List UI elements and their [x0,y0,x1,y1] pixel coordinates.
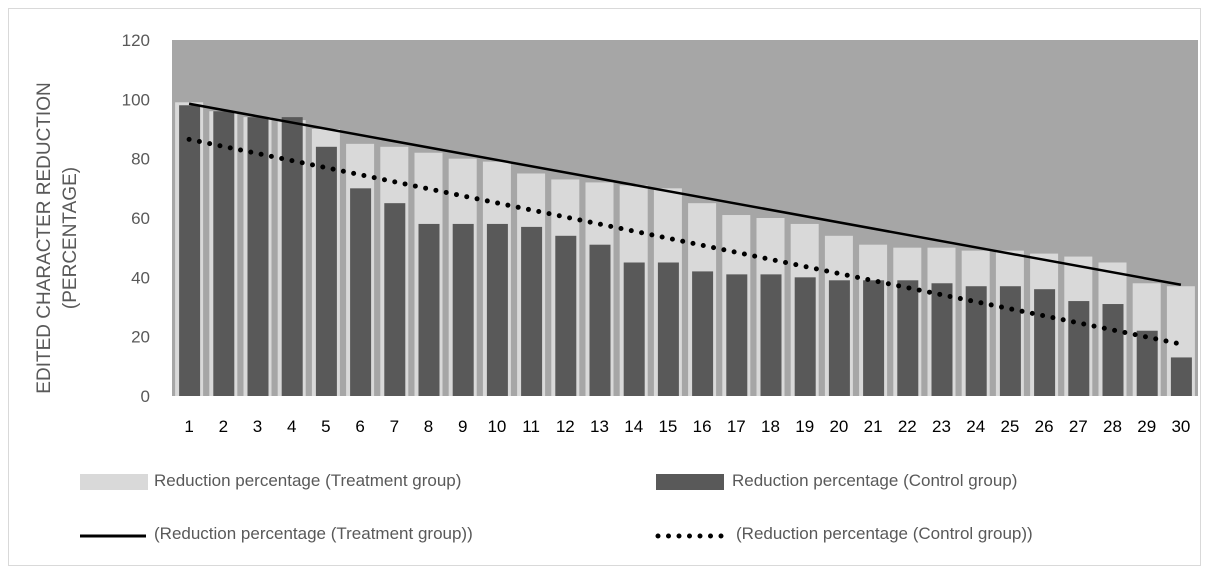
legend-label-control: Reduction percentage (Control group) [732,471,1018,490]
bar-control-5 [315,146,337,396]
legend-label-control-trendline: (Reduction percentage (Control group)) [736,524,1033,543]
x-tick-label: 24 [966,417,985,436]
bar-control-28 [1102,304,1124,396]
y-tick-label: 80 [131,150,150,169]
x-tick-label: 25 [1000,417,1019,436]
y-tick-label: 40 [131,268,150,287]
y-axis-title-line-2: (PERCENTAGE) [60,167,81,309]
bar-control-25 [999,286,1021,396]
bar-control-23 [931,283,953,396]
x-tick-label: 12 [556,417,575,436]
bar-control-6 [350,188,372,396]
bar-control-4 [281,117,303,396]
bar-control-8 [418,223,440,396]
legend-label-treatment: Reduction percentage (Treatment group) [154,471,462,490]
x-tick-label: 10 [487,417,506,436]
plot-area [172,40,1198,396]
x-tick-label: 30 [1171,417,1190,436]
x-tick-label: 29 [1137,417,1156,436]
x-tick-label: 27 [1069,417,1088,436]
y-axis-title: EDITED CHARACTER REDUCTION (PERCENTAGE) [34,82,81,393]
x-tick-label: 22 [898,417,917,436]
bar-control-29 [1136,330,1158,396]
bar-control-10 [486,223,508,396]
y-tick-label: 120 [122,31,150,50]
bar-control-9 [452,223,474,396]
x-tick-label: 14 [624,417,643,436]
trendline-control [186,136,1184,347]
x-tick-label: 8 [424,417,433,436]
bar-control-16 [692,271,714,396]
bar-control-7 [384,203,406,396]
y-tick-label: 100 [122,90,150,109]
bar-control-2 [213,111,235,396]
legend-swatch-control-trendline [655,533,729,539]
x-tick-label: 16 [693,417,712,436]
bar-control-19 [794,277,816,396]
bar-control-20 [828,280,850,396]
bar-control-21 [863,280,885,396]
x-tick-label: 15 [658,417,677,436]
x-tick-label: 1 [184,417,193,436]
y-tick-label: 20 [131,328,150,347]
bar-control-15 [657,262,679,396]
x-tick-label: 9 [458,417,467,436]
bar-control-24 [965,286,987,396]
x-tick-label: 13 [590,417,609,436]
bar-control-18 [760,274,782,396]
bar-control-12 [555,235,577,396]
bar-control-27 [1068,301,1090,396]
x-tick-label: 21 [864,417,883,436]
x-tick-label: 7 [390,417,399,436]
x-tick-label: 11 [522,417,540,436]
x-tick-label: 23 [932,417,951,436]
bar-control-22 [897,280,919,396]
x-tick-label: 28 [1103,417,1122,436]
x-tick-label: 3 [253,417,262,436]
x-tick-label: 18 [761,417,780,436]
x-tick-label: 5 [321,417,330,436]
bar-control-1 [179,105,201,397]
legend-swatch-treatment [80,474,148,490]
bar-control-26 [1034,289,1056,396]
x-tick-label: 2 [219,417,228,436]
x-tick-label: 19 [795,417,814,436]
x-tick-label: 20 [829,417,848,436]
bar-control-3 [247,117,269,396]
x-tick-label: 6 [355,417,364,436]
y-axis-title-line-1: EDITED CHARACTER REDUCTION [34,82,55,393]
x-tick-label: 4 [287,417,296,436]
y-tick-label: 60 [131,209,150,228]
x-tick-label: 26 [1035,417,1054,436]
trendline-treatment [188,102,1182,286]
bar-control-17 [726,274,748,396]
x-tick-label: 17 [727,417,746,436]
bar-control-11 [521,226,543,396]
y-tick-label: 0 [141,387,150,406]
bar-control-13 [589,244,611,396]
legend-swatch-control [656,474,724,490]
legend-swatch-treatment-trendline [80,534,146,538]
legend-label-treatment-trendline: (Reduction percentage (Treatment group)) [154,524,473,543]
bar-control-14 [623,262,645,396]
bar-control-30 [1170,357,1192,396]
